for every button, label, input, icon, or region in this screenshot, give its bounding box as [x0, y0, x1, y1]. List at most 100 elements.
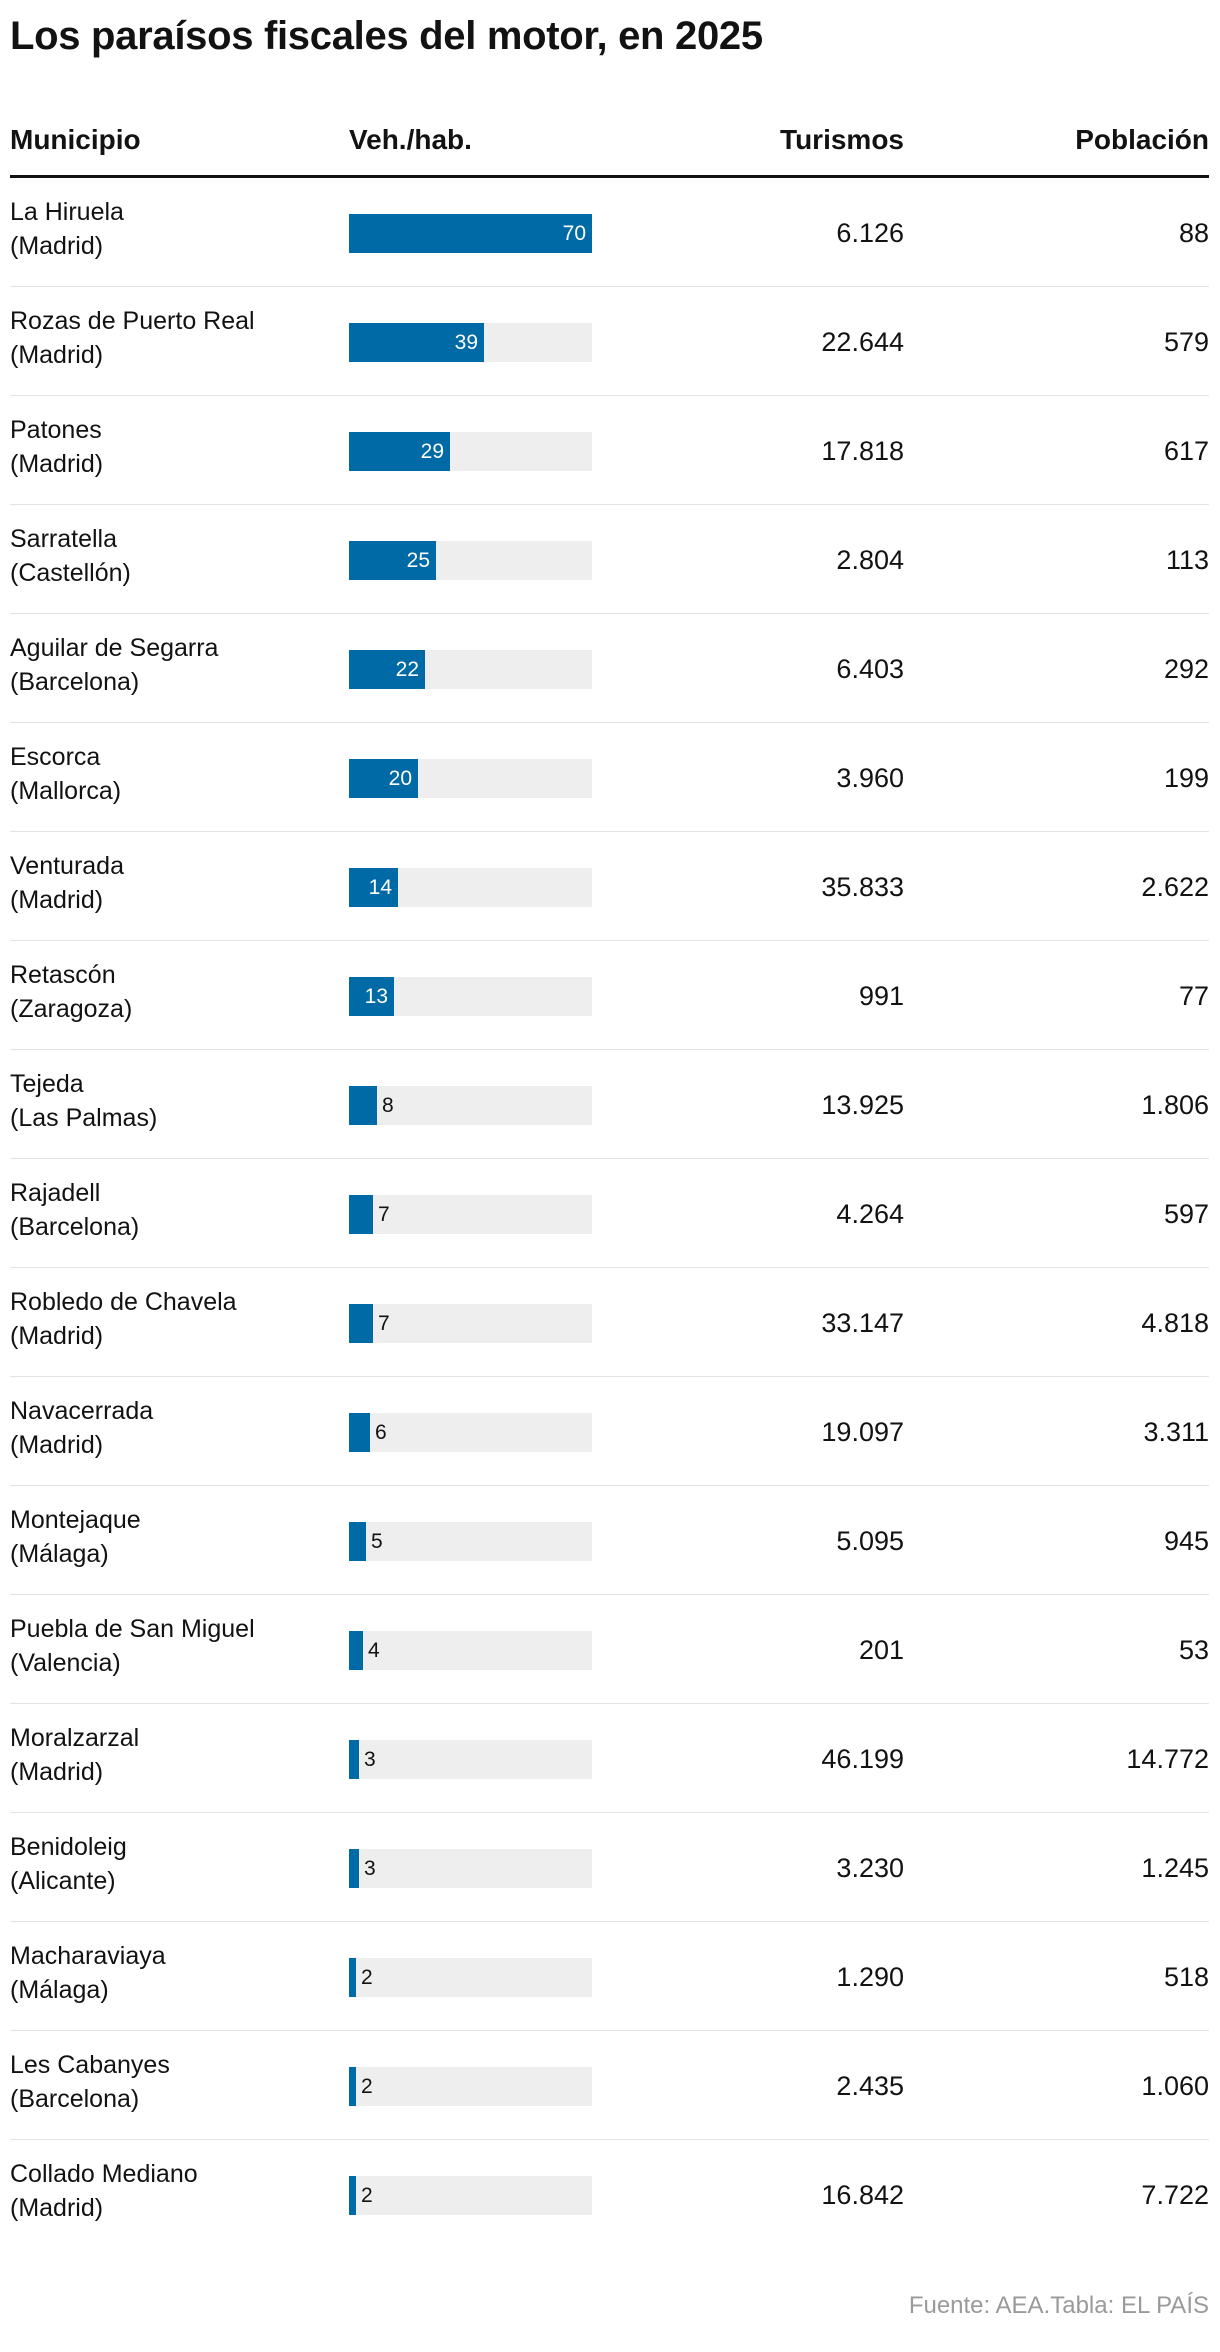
bar-track: 13	[349, 977, 592, 1016]
bar-track: 39	[349, 323, 592, 362]
column-header-municipio: Municipio	[10, 124, 141, 155]
bar-track: 70	[349, 214, 592, 253]
turismos-cell: 46.199	[821, 1744, 904, 1774]
municipio-cell: La Hiruela (Madrid)	[10, 195, 340, 263]
turismos-cell: 13.925	[821, 1090, 904, 1120]
table-row: Sarratella (Castellón) 25 2.804 113	[10, 505, 1209, 614]
poblacion-cell: 292	[1163, 654, 1209, 684]
bar	[349, 1522, 366, 1561]
poblacion-cell: 199	[1163, 763, 1209, 793]
municipio-name: Venturada	[10, 852, 124, 880]
bar	[349, 1304, 373, 1343]
turismos-cell: 991	[858, 981, 904, 1011]
bar-track: 8	[349, 1086, 592, 1125]
provincia-name: (Madrid)	[10, 341, 104, 369]
table-row: Benidoleig (Alicante) 3 3.230 1.245	[10, 1813, 1209, 1922]
municipio-name: Tejeda	[10, 1070, 84, 1098]
municipio-name: Montejaque	[10, 1506, 141, 1534]
bar-value-label: 4	[368, 1639, 380, 1662]
municipio-name: Collado Mediano	[10, 2160, 198, 2188]
bar	[349, 1958, 356, 1997]
municipio-cell: Escorca (Mallorca)	[10, 740, 340, 808]
turismos-cell: 16.842	[821, 2180, 904, 2210]
poblacion-cell: 88	[1178, 218, 1209, 248]
bar-value-label: 25	[406, 549, 430, 572]
bar-value-label: 29	[420, 440, 444, 463]
municipio-cell: Collado Mediano (Madrid)	[10, 2157, 340, 2225]
municipio-name: Rajadell	[10, 1179, 101, 1207]
table-row: Venturada (Madrid) 14 35.833 2.622	[10, 832, 1209, 941]
turismos-cell: 2.804	[836, 545, 904, 575]
turismos-cell: 22.644	[821, 327, 904, 357]
bar-value-label: 3	[364, 1748, 376, 1771]
bar-value-label: 8	[382, 1094, 394, 1117]
bar-track: 2	[349, 2176, 592, 2215]
bar	[349, 977, 394, 1016]
poblacion-cell: 579	[1163, 327, 1209, 357]
bar	[349, 323, 484, 362]
bar	[349, 214, 592, 253]
turismos-cell: 4.264	[836, 1199, 904, 1229]
provincia-name: (Málaga)	[10, 1540, 109, 1568]
turismos-cell: 17.818	[821, 436, 904, 466]
municipio-name: Macharaviaya	[10, 1942, 166, 1970]
bar	[349, 541, 436, 580]
table-row: Macharaviaya (Málaga) 2 1.290 518	[10, 1922, 1209, 2031]
bar	[349, 1631, 363, 1670]
municipio-cell: Puebla de San Miguel (Valencia)	[10, 1612, 340, 1680]
table-row: Aguilar de Segarra (Barcelona) 22 6.403 292	[10, 614, 1209, 723]
page-title: Los paraísos fiscales del motor, en 2025	[10, 14, 763, 58]
bar-value-label: 5	[371, 1530, 383, 1553]
municipio-cell: Robledo de Chavela (Madrid)	[10, 1285, 340, 1353]
table-body: La Hiruela (Madrid) 70 6.126 88 Rozas de Puer…	[10, 178, 1209, 2249]
poblacion-cell: 14.772	[1126, 1744, 1209, 1774]
bar-track: 2	[349, 1958, 592, 1997]
table-row: Moralzarzal (Madrid) 3 46.199 14.772	[10, 1704, 1209, 1813]
poblacion-cell: 597	[1163, 1199, 1209, 1229]
table-row: Robledo de Chavela (Madrid) 7 33.147 4.818	[10, 1268, 1209, 1377]
bar-track: 3	[349, 1740, 592, 1779]
bar-value-label: 13	[364, 985, 388, 1008]
poblacion-cell: 1.245	[1141, 1853, 1209, 1883]
turismos-cell: 6.403	[836, 654, 904, 684]
column-header-ratio: Veh./hab.	[349, 124, 472, 155]
municipio-name: Robledo de Chavela	[10, 1288, 237, 1316]
bar-value-label: 14	[368, 876, 392, 899]
municipio-cell: Rozas de Puerto Real (Madrid)	[10, 304, 340, 372]
table-row: Les Cabanyes (Barcelona) 2 2.435 1.060	[10, 2031, 1209, 2140]
municipio-cell: Venturada (Madrid)	[10, 849, 340, 917]
source-note: Fuente: AEA.Tabla: EL PAÍS	[908, 2292, 1209, 2319]
municipio-cell: Aguilar de Segarra (Barcelona)	[10, 631, 340, 699]
bar	[349, 2176, 356, 2215]
municipio-cell: Rajadell (Barcelona)	[10, 1176, 340, 1244]
bar	[349, 1740, 359, 1779]
provincia-name: (Madrid)	[10, 1322, 104, 1350]
turismos-cell: 3.960	[836, 763, 904, 793]
turismos-cell: 19.097	[821, 1417, 904, 1447]
bar	[349, 650, 425, 689]
municipio-name: Sarratella	[10, 525, 117, 553]
bar-value-label: 22	[395, 658, 419, 681]
provincia-name: (Madrid)	[10, 232, 104, 260]
table-row: Tejeda (Las Palmas) 8 13.925 1.806	[10, 1050, 1209, 1159]
municipio-name: La Hiruela	[10, 198, 124, 226]
municipio-cell: Tejeda (Las Palmas)	[10, 1067, 340, 1135]
provincia-name: (Barcelona)	[10, 668, 140, 696]
bar-value-label: 2	[361, 2184, 373, 2207]
bar-track: 22	[349, 650, 592, 689]
bar	[349, 1849, 359, 1888]
municipio-name: Moralzarzal	[10, 1724, 140, 1752]
bar-value-label: 70	[562, 222, 586, 245]
provincia-name: (Castellón)	[10, 559, 131, 587]
bar	[349, 2067, 356, 2106]
poblacion-cell: 1.806	[1141, 1090, 1209, 1120]
municipio-cell: Navacerrada (Madrid)	[10, 1394, 340, 1462]
bar-track: 5	[349, 1522, 592, 1561]
bar-track: 3	[349, 1849, 592, 1888]
municipio-cell: Retascón (Zaragoza)	[10, 958, 340, 1026]
municipio-name: Patones	[10, 416, 102, 444]
bar-value-label: 6	[375, 1421, 387, 1444]
bar-track: 4	[349, 1631, 592, 1670]
provincia-name: (Madrid)	[10, 886, 104, 914]
